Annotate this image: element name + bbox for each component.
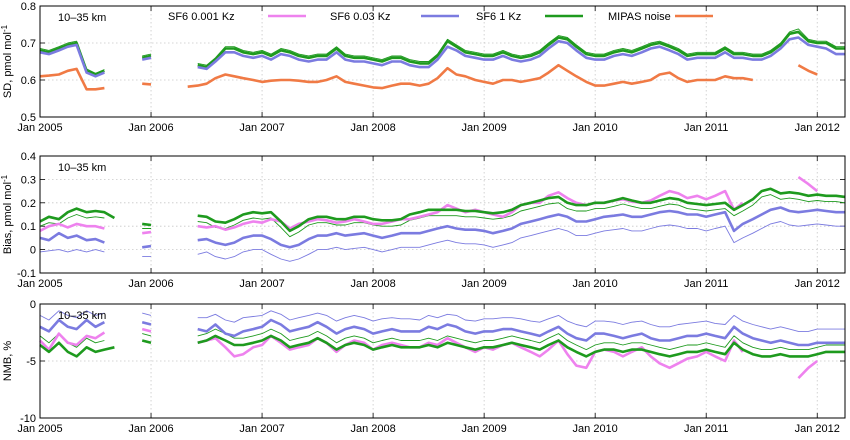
thin-line — [39, 221, 845, 262]
series-line-sf6-0-001-kz — [39, 176, 819, 235]
legend-item: MIPAS noise — [608, 11, 713, 23]
x-tick-label: Jan 2007 — [239, 122, 284, 134]
y-tick-label: 0.3 — [21, 174, 36, 186]
x-tick-label: Jan 2011 — [684, 122, 728, 134]
series-line-mipas-noise — [39, 63, 818, 91]
x-tick-label: Jan 2012 — [795, 122, 840, 134]
y-tick-label: -5 — [26, 356, 36, 368]
x-tick-label: Jan 2008 — [350, 423, 395, 435]
legend-label: SF6 0.03 Kz — [330, 11, 391, 23]
x-tick-label: Jan 2005 — [17, 423, 62, 435]
panel-sd: 0.5 0.6 0.7 0.8 Jan 2005 Jan 2006 Jan 2007 Jan … — [0, 1, 846, 134]
series-line-sf6-1-kz — [39, 334, 845, 358]
y-tick-label: 0.6 — [21, 75, 36, 87]
legend-item: SF6 1 Kz — [476, 11, 583, 23]
x-tick-label: Jan 2011 — [684, 278, 728, 290]
legend-item: SF6 0.001 Kz — [168, 11, 306, 23]
x-tick-label: Jan 2007 — [239, 278, 284, 290]
x-tick-label: Jan 2009 — [462, 423, 507, 435]
x-tick-label: Jan 2006 — [128, 423, 173, 435]
y-axis-label: NMB, % — [2, 341, 14, 382]
plot-frame — [39, 303, 846, 419]
thin-line — [39, 194, 846, 238]
y-tick-label: 0.4 — [21, 151, 36, 163]
series-line-sf6-1-kz — [39, 187, 846, 233]
x-tick-label: Jan 2009 — [462, 122, 507, 134]
legend-label: MIPAS noise — [608, 11, 671, 23]
thin-line — [39, 328, 845, 351]
y-tick-label: -10 — [20, 413, 36, 425]
y-tick-label: -0.1 — [17, 268, 36, 280]
series-line-sf6-0-001-kz — [39, 327, 818, 380]
panel-annotation: 10–35 km — [58, 162, 106, 174]
panel-annotation: 10–35 km — [58, 310, 106, 322]
legend-label: SF6 0.001 Kz — [168, 11, 235, 23]
thin-line — [39, 310, 845, 332]
x-tick-label: Jan 2005 — [17, 122, 62, 134]
legend-item: SF6 0.03 Kz — [330, 11, 459, 23]
panel-annotation: 10–35 km — [58, 12, 106, 24]
y-tick-label: 0.7 — [21, 38, 36, 50]
y-axis-label: Bias, pmol mol-1 — [0, 174, 14, 254]
x-tick-label: Jan 2008 — [350, 122, 395, 134]
y-tick-label: 0 — [30, 245, 36, 257]
x-tick-label: Jan 2005 — [17, 278, 62, 290]
legend-label: SF6 1 Kz — [476, 11, 521, 23]
y-tick-label: 0.1 — [21, 221, 36, 233]
series-line-sf6-0-03-kz — [39, 206, 845, 249]
plot-frame — [39, 155, 846, 274]
y-tick-label: 0.5 — [21, 112, 36, 124]
x-tick-label: Jan 2012 — [795, 423, 840, 435]
y-axis-label: SD, pmol mol-1 — [0, 24, 14, 98]
x-tick-label: Jan 2008 — [350, 278, 395, 290]
x-tick-label: Jan 2006 — [128, 278, 173, 290]
x-tick-label: Jan 2010 — [573, 122, 618, 134]
series-line-sf6-0-03-kz — [39, 318, 845, 347]
y-tick-label: 0.8 — [21, 1, 36, 13]
series-line-sf6-0-03-kz — [39, 36, 845, 78]
panel-nmb: -10 -5 0 Jan 2005 Jan 2006 Jan 2007 Jan 2008 Ja… — [2, 299, 846, 435]
series-line-sf6-1-kz — [39, 30, 845, 76]
x-tick-label: Jan 2007 — [239, 423, 284, 435]
x-tick-label: Jan 2012 — [795, 278, 840, 290]
x-tick-label: Jan 2006 — [128, 122, 173, 134]
y-axis-label-superscript: -1 — [0, 174, 9, 182]
x-tick-label: Jan 2009 — [462, 278, 507, 290]
x-tick-label: Jan 2010 — [573, 278, 618, 290]
plot-frame — [39, 5, 846, 118]
x-tick-label: Jan 2010 — [573, 423, 618, 435]
y-tick-label: 0 — [30, 299, 36, 311]
y-tick-label: 0.2 — [21, 198, 36, 210]
x-tick-label: Jan 2011 — [684, 423, 728, 435]
y-axis-label-superscript: -1 — [0, 24, 9, 32]
panel-bias: -0.1 0 0.1 0.2 0.3 0.4 Jan 2005 Jan 2006 Jan 200… — [0, 151, 846, 290]
